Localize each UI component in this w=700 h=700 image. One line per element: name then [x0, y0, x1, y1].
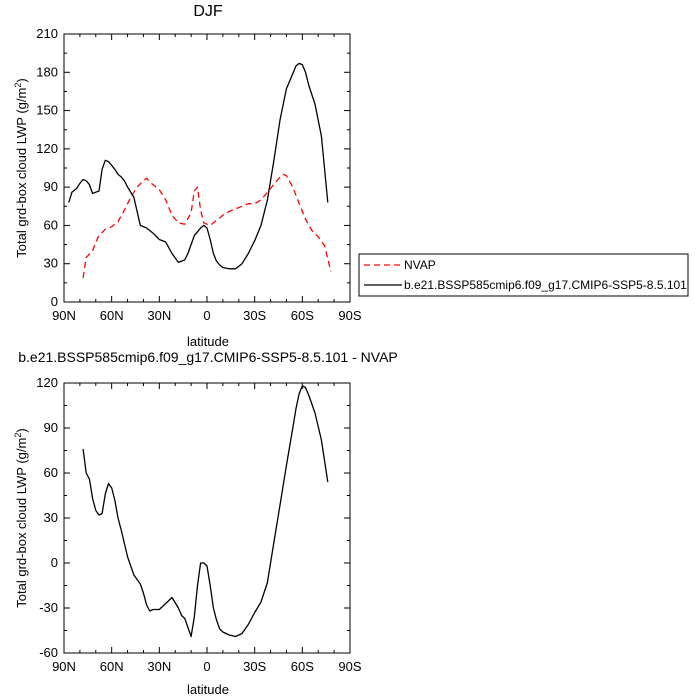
y-tick-label: 0	[51, 294, 58, 309]
legend-label-nvap: NVAP	[404, 258, 436, 272]
series-line-1	[68, 62, 329, 270]
bottom-chart-title: b.e21.BSSP585cmip6.f09_g17.CMIP6-SSP5-8.…	[18, 349, 398, 365]
x-tick-label: 60S	[291, 308, 314, 323]
y-tick-label: 150	[36, 103, 58, 118]
x-tick-label: 90S	[338, 308, 361, 323]
legend-box	[358, 253, 689, 297]
y-tick-label: 60	[44, 465, 58, 480]
x-tick-label: 60S	[291, 659, 314, 674]
x-tick-label: 30S	[243, 308, 266, 323]
x-tick-label: 60N	[100, 308, 124, 323]
y-tick-label: 90	[44, 420, 58, 435]
y-tick-label: -60	[39, 645, 58, 660]
x-tick-label: 30N	[147, 659, 171, 674]
legend: NVAP b.e21.BSSP585cmip6.f09_g17.CMIP6-SS…	[358, 253, 689, 297]
bottom-x-axis-label: latitude	[187, 682, 229, 697]
x-tick-label: 90N	[52, 308, 76, 323]
x-tick-label: 30S	[243, 659, 266, 674]
y-tick-label: 120	[36, 141, 58, 156]
x-tick-label: 0	[203, 308, 210, 323]
top-chart: DJF 90N 60N 30N 0 30S 60S 90S 0 30 60 90 120 150 180 2…	[13, 3, 362, 349]
y-tick-label: 30	[44, 510, 58, 525]
y-tick-label: 120	[36, 375, 58, 390]
y-tick-label: 210	[36, 26, 58, 41]
x-tick-label: 60N	[100, 659, 124, 674]
series-line-0	[82, 385, 329, 638]
x-tick-label: 30N	[147, 308, 171, 323]
bottom-y-axis-label: Total grd-box cloud LWP (g/m2)	[13, 428, 29, 607]
y-tick-label: 180	[36, 64, 58, 79]
top-plot-frame	[63, 33, 351, 303]
legend-label-model: b.e21.BSSP585cmip6.f09_g17.CMIP6-SSP5-8.…	[404, 278, 687, 292]
top-x-axis-label: latitude	[187, 334, 229, 349]
y-tick-label: -30	[39, 600, 58, 615]
x-tick-label: 0	[203, 659, 210, 674]
bottom-plot-frame	[63, 382, 351, 654]
x-tick-label: 90N	[52, 659, 76, 674]
bottom-chart: b.e21.BSSP585cmip6.f09_g17.CMIP6-SSP5-8.…	[13, 349, 398, 697]
top-y-axis-label: Total grd-box cloud LWP (g/m2)	[13, 78, 29, 257]
top-chart-title: DJF	[193, 3, 223, 20]
x-tick-label: 90S	[338, 659, 361, 674]
series-line-0	[82, 173, 332, 278]
y-tick-label: 0	[51, 555, 58, 570]
y-tick-label: 60	[44, 217, 58, 232]
y-tick-label: 30	[44, 256, 58, 271]
y-tick-label: 90	[44, 179, 58, 194]
